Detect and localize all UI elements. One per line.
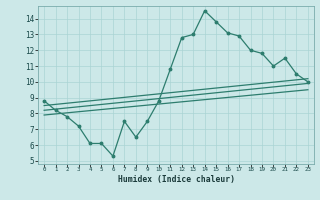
X-axis label: Humidex (Indice chaleur): Humidex (Indice chaleur) <box>117 175 235 184</box>
